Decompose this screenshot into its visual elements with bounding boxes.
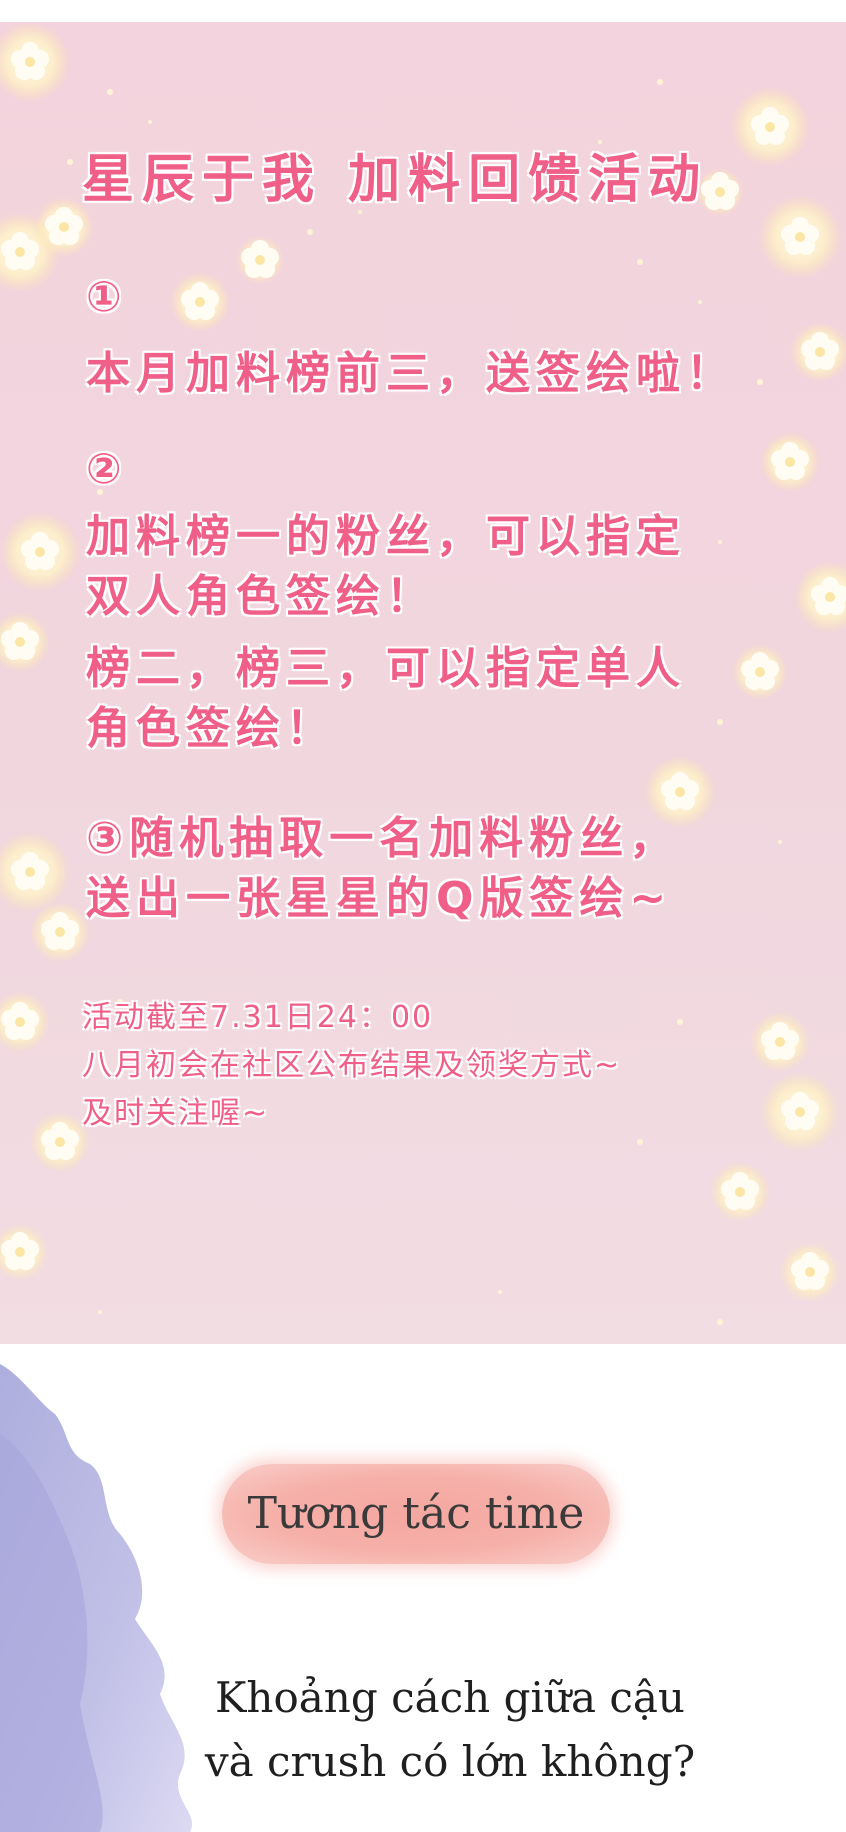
result-note: 八月初会在社区公布结果及领奖方式~ — [82, 1048, 622, 1083]
item1-text: 本月加料榜前三，送签绘啦！ — [86, 348, 736, 399]
item3-text-line1: ③随机抽取一名加料粉丝， — [86, 813, 680, 864]
interaction-section: Tương tác time Khoảng cách giữa cậu và c… — [0, 1344, 846, 1832]
item2-text-line2: 双人角色签绘！ — [86, 571, 436, 622]
question-line1: Khoảng cách giữa cậu — [215, 1673, 685, 1722]
question-line2: và crush có lớn không? — [204, 1737, 696, 1786]
interaction-tag: Tương tác time — [222, 1464, 610, 1564]
item3-text-line2: 送出一张星星的Q版签绘~ — [86, 873, 673, 924]
item1-number: ① — [86, 272, 128, 321]
item2-text-line4: 角色签绘！ — [86, 703, 336, 754]
top-margin — [0, 0, 846, 22]
watercolor-splash — [0, 1364, 193, 1832]
item2-text-line1: 加料榜一的粉丝，可以指定 — [86, 511, 686, 562]
event-banner: 星辰于我 加料回馈活动 ① 本月加料榜前三，送签绘啦！ ② 加料榜一的粉丝，可以… — [0, 22, 846, 1344]
interaction-tag-label: Tương tác time — [247, 1488, 585, 1539]
deadline-note: 活动截至7.31日24：00 — [82, 1000, 434, 1035]
interaction-question: Khoảng cách giữa cậu và crush có lớn khô… — [150, 1666, 750, 1794]
flower-sparkle-decoration — [0, 22, 846, 1325]
follow-note: 及时关注喔~ — [82, 1096, 270, 1131]
item2-number: ② — [86, 444, 128, 493]
event-title: 星辰于我 加料回馈活动 — [82, 150, 709, 210]
flower-sparkle-icon — [0, 22, 846, 1302]
item2-text-line3: 榜二，榜三，可以指定单人 — [86, 643, 686, 694]
